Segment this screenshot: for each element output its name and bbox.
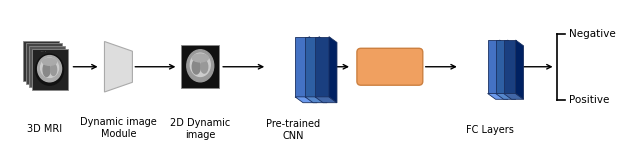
Polygon shape — [488, 93, 508, 99]
FancyBboxPatch shape — [22, 40, 59, 81]
Polygon shape — [315, 97, 337, 103]
Text: FC Layers: FC Layers — [466, 125, 513, 135]
Text: Negative: Negative — [570, 29, 616, 39]
Ellipse shape — [43, 63, 50, 76]
Ellipse shape — [190, 53, 210, 76]
Ellipse shape — [36, 54, 63, 85]
Polygon shape — [305, 97, 327, 103]
Text: 2D Dynamic
image: 2D Dynamic image — [170, 118, 230, 140]
Ellipse shape — [184, 48, 216, 85]
Text: Attention
Module: Attention Module — [367, 56, 412, 78]
Ellipse shape — [43, 58, 56, 65]
Text: Pre-trained
CNN: Pre-trained CNN — [266, 119, 320, 141]
Polygon shape — [500, 40, 508, 99]
Text: 3D MRI: 3D MRI — [27, 124, 62, 134]
Ellipse shape — [201, 60, 208, 73]
Polygon shape — [508, 40, 516, 99]
Polygon shape — [319, 37, 327, 103]
Polygon shape — [504, 40, 516, 93]
Text: Dynamic image
Module: Dynamic image Module — [80, 117, 157, 139]
Polygon shape — [488, 40, 500, 93]
Text: Positive: Positive — [570, 95, 610, 105]
Polygon shape — [495, 40, 508, 93]
Polygon shape — [305, 37, 319, 97]
FancyBboxPatch shape — [31, 49, 68, 90]
Polygon shape — [309, 37, 317, 103]
Ellipse shape — [187, 50, 214, 82]
Ellipse shape — [192, 54, 208, 62]
Polygon shape — [104, 41, 132, 92]
Polygon shape — [504, 93, 524, 99]
Polygon shape — [495, 93, 516, 99]
FancyBboxPatch shape — [26, 43, 61, 84]
Polygon shape — [516, 40, 524, 99]
FancyBboxPatch shape — [181, 45, 220, 88]
Ellipse shape — [51, 64, 56, 75]
FancyBboxPatch shape — [29, 46, 65, 87]
Ellipse shape — [40, 58, 59, 77]
Ellipse shape — [192, 59, 200, 74]
Polygon shape — [329, 37, 337, 103]
Ellipse shape — [38, 56, 61, 82]
Polygon shape — [295, 37, 309, 97]
Polygon shape — [295, 97, 317, 103]
Polygon shape — [315, 37, 329, 97]
Text: ...: ... — [38, 45, 47, 54]
FancyBboxPatch shape — [357, 48, 423, 85]
